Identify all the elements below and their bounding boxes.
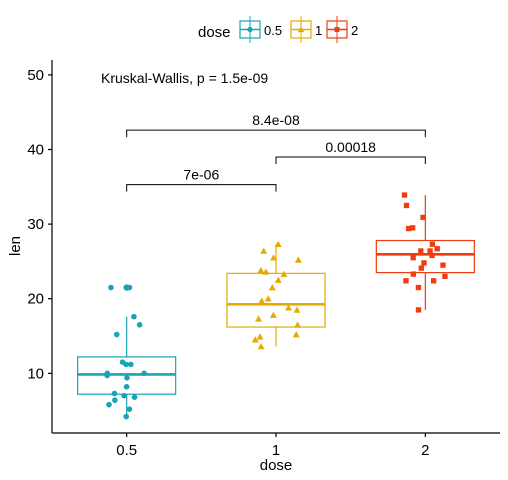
x-ticks: 0.5 1 2 xyxy=(116,433,430,459)
data-point xyxy=(415,307,422,313)
data-point xyxy=(111,390,118,397)
p-value-label: 7e-06 xyxy=(183,167,219,183)
data-point xyxy=(421,260,427,266)
y-tick-label: 20 xyxy=(27,291,44,308)
box-2 xyxy=(375,195,475,310)
point-layer xyxy=(104,192,448,420)
legend-item-2: 2 xyxy=(326,16,358,43)
bracket-1-2: 0.00018 xyxy=(275,139,426,164)
data-point xyxy=(294,256,302,263)
comparison-brackets: 7e-06 0.00018 8.4e-08 xyxy=(126,112,426,192)
data-point xyxy=(434,246,440,252)
box-0-5 xyxy=(77,284,177,417)
x-axis-label: dose xyxy=(260,457,293,474)
data-point xyxy=(127,361,134,368)
box-iqr xyxy=(375,239,475,274)
data-point xyxy=(255,315,263,322)
data-point xyxy=(415,284,422,291)
data-point xyxy=(410,271,416,277)
y-tick-label: 40 xyxy=(27,142,44,159)
data-point xyxy=(429,252,435,259)
data-point xyxy=(285,304,293,311)
legend-item-1: 1 xyxy=(290,16,322,43)
data-point xyxy=(293,306,301,313)
data-point xyxy=(112,397,118,403)
legend-item-0-5: 0.5 xyxy=(239,16,282,43)
data-point xyxy=(256,333,264,340)
data-point xyxy=(260,247,268,254)
y-tick-label: 10 xyxy=(27,365,44,382)
data-point xyxy=(251,336,259,343)
legend-label: 2 xyxy=(351,23,358,38)
data-point xyxy=(420,214,426,221)
y-axis-label: len xyxy=(7,236,24,256)
p-value-label: 0.00018 xyxy=(325,139,376,155)
data-point xyxy=(124,374,130,381)
data-point xyxy=(440,262,446,268)
p-value-label: 8.4e-08 xyxy=(252,112,300,128)
bracket-line xyxy=(275,156,426,164)
data-point xyxy=(123,383,130,390)
kruskal-wallis-label: Kruskal-Wallis, p = 1.5e-09 xyxy=(101,70,268,86)
x-tick-label: 0.5 xyxy=(116,442,137,459)
legend-title: dose xyxy=(198,24,231,41)
data-point xyxy=(108,284,114,291)
data-point xyxy=(113,331,120,338)
data-point xyxy=(274,276,282,283)
data-point xyxy=(410,255,416,261)
data-point xyxy=(104,372,110,379)
data-point xyxy=(418,248,424,254)
data-point xyxy=(427,248,433,254)
data-point xyxy=(126,406,133,412)
data-point xyxy=(131,394,138,400)
legend-label: 0.5 xyxy=(264,23,282,38)
y-tick-label: 30 xyxy=(27,216,44,233)
box-iqr xyxy=(226,272,326,328)
bracket-0-5-1: 7e-06 xyxy=(126,167,277,192)
legend-items: 0.5 1 2 xyxy=(239,16,358,43)
data-point xyxy=(262,268,270,275)
data-point xyxy=(418,265,424,271)
data-point xyxy=(269,311,277,318)
data-point xyxy=(257,266,265,274)
data-point xyxy=(270,254,278,261)
data-point xyxy=(292,331,300,338)
bracket-line xyxy=(126,129,426,138)
data-point xyxy=(126,284,133,291)
data-point xyxy=(401,192,408,198)
data-point xyxy=(403,278,409,284)
legend: dose 0.5 1 2 xyxy=(198,16,358,43)
data-point xyxy=(280,270,288,277)
y-tick-label: 50 xyxy=(27,67,44,84)
legend-marker-triangle-icon xyxy=(297,26,305,33)
data-point xyxy=(442,273,448,279)
data-point xyxy=(409,225,416,231)
legend-label: 1 xyxy=(315,23,322,38)
data-point xyxy=(258,297,266,304)
data-point xyxy=(136,322,143,328)
data-point xyxy=(429,241,436,247)
data-point xyxy=(430,278,437,284)
legend-marker-circle-icon xyxy=(247,26,253,33)
data-point xyxy=(106,401,112,408)
data-point xyxy=(131,313,137,320)
y-ticks: 10 20 30 40 50 xyxy=(27,67,52,382)
bracket-0-5-2: 8.4e-08 xyxy=(126,112,426,138)
data-point xyxy=(121,392,127,399)
data-point xyxy=(294,321,302,328)
data-point xyxy=(123,413,130,420)
x-tick-label: 1 xyxy=(272,442,280,459)
data-point xyxy=(274,240,282,248)
data-point xyxy=(123,361,129,368)
data-point xyxy=(257,342,265,350)
data-point xyxy=(268,284,276,291)
data-point xyxy=(405,225,412,232)
x-tick-label: 2 xyxy=(421,442,429,459)
legend-marker-square-icon xyxy=(334,27,340,32)
bracket-line xyxy=(126,184,277,192)
data-point xyxy=(264,295,272,302)
data-point xyxy=(141,370,147,377)
data-point xyxy=(403,202,410,209)
